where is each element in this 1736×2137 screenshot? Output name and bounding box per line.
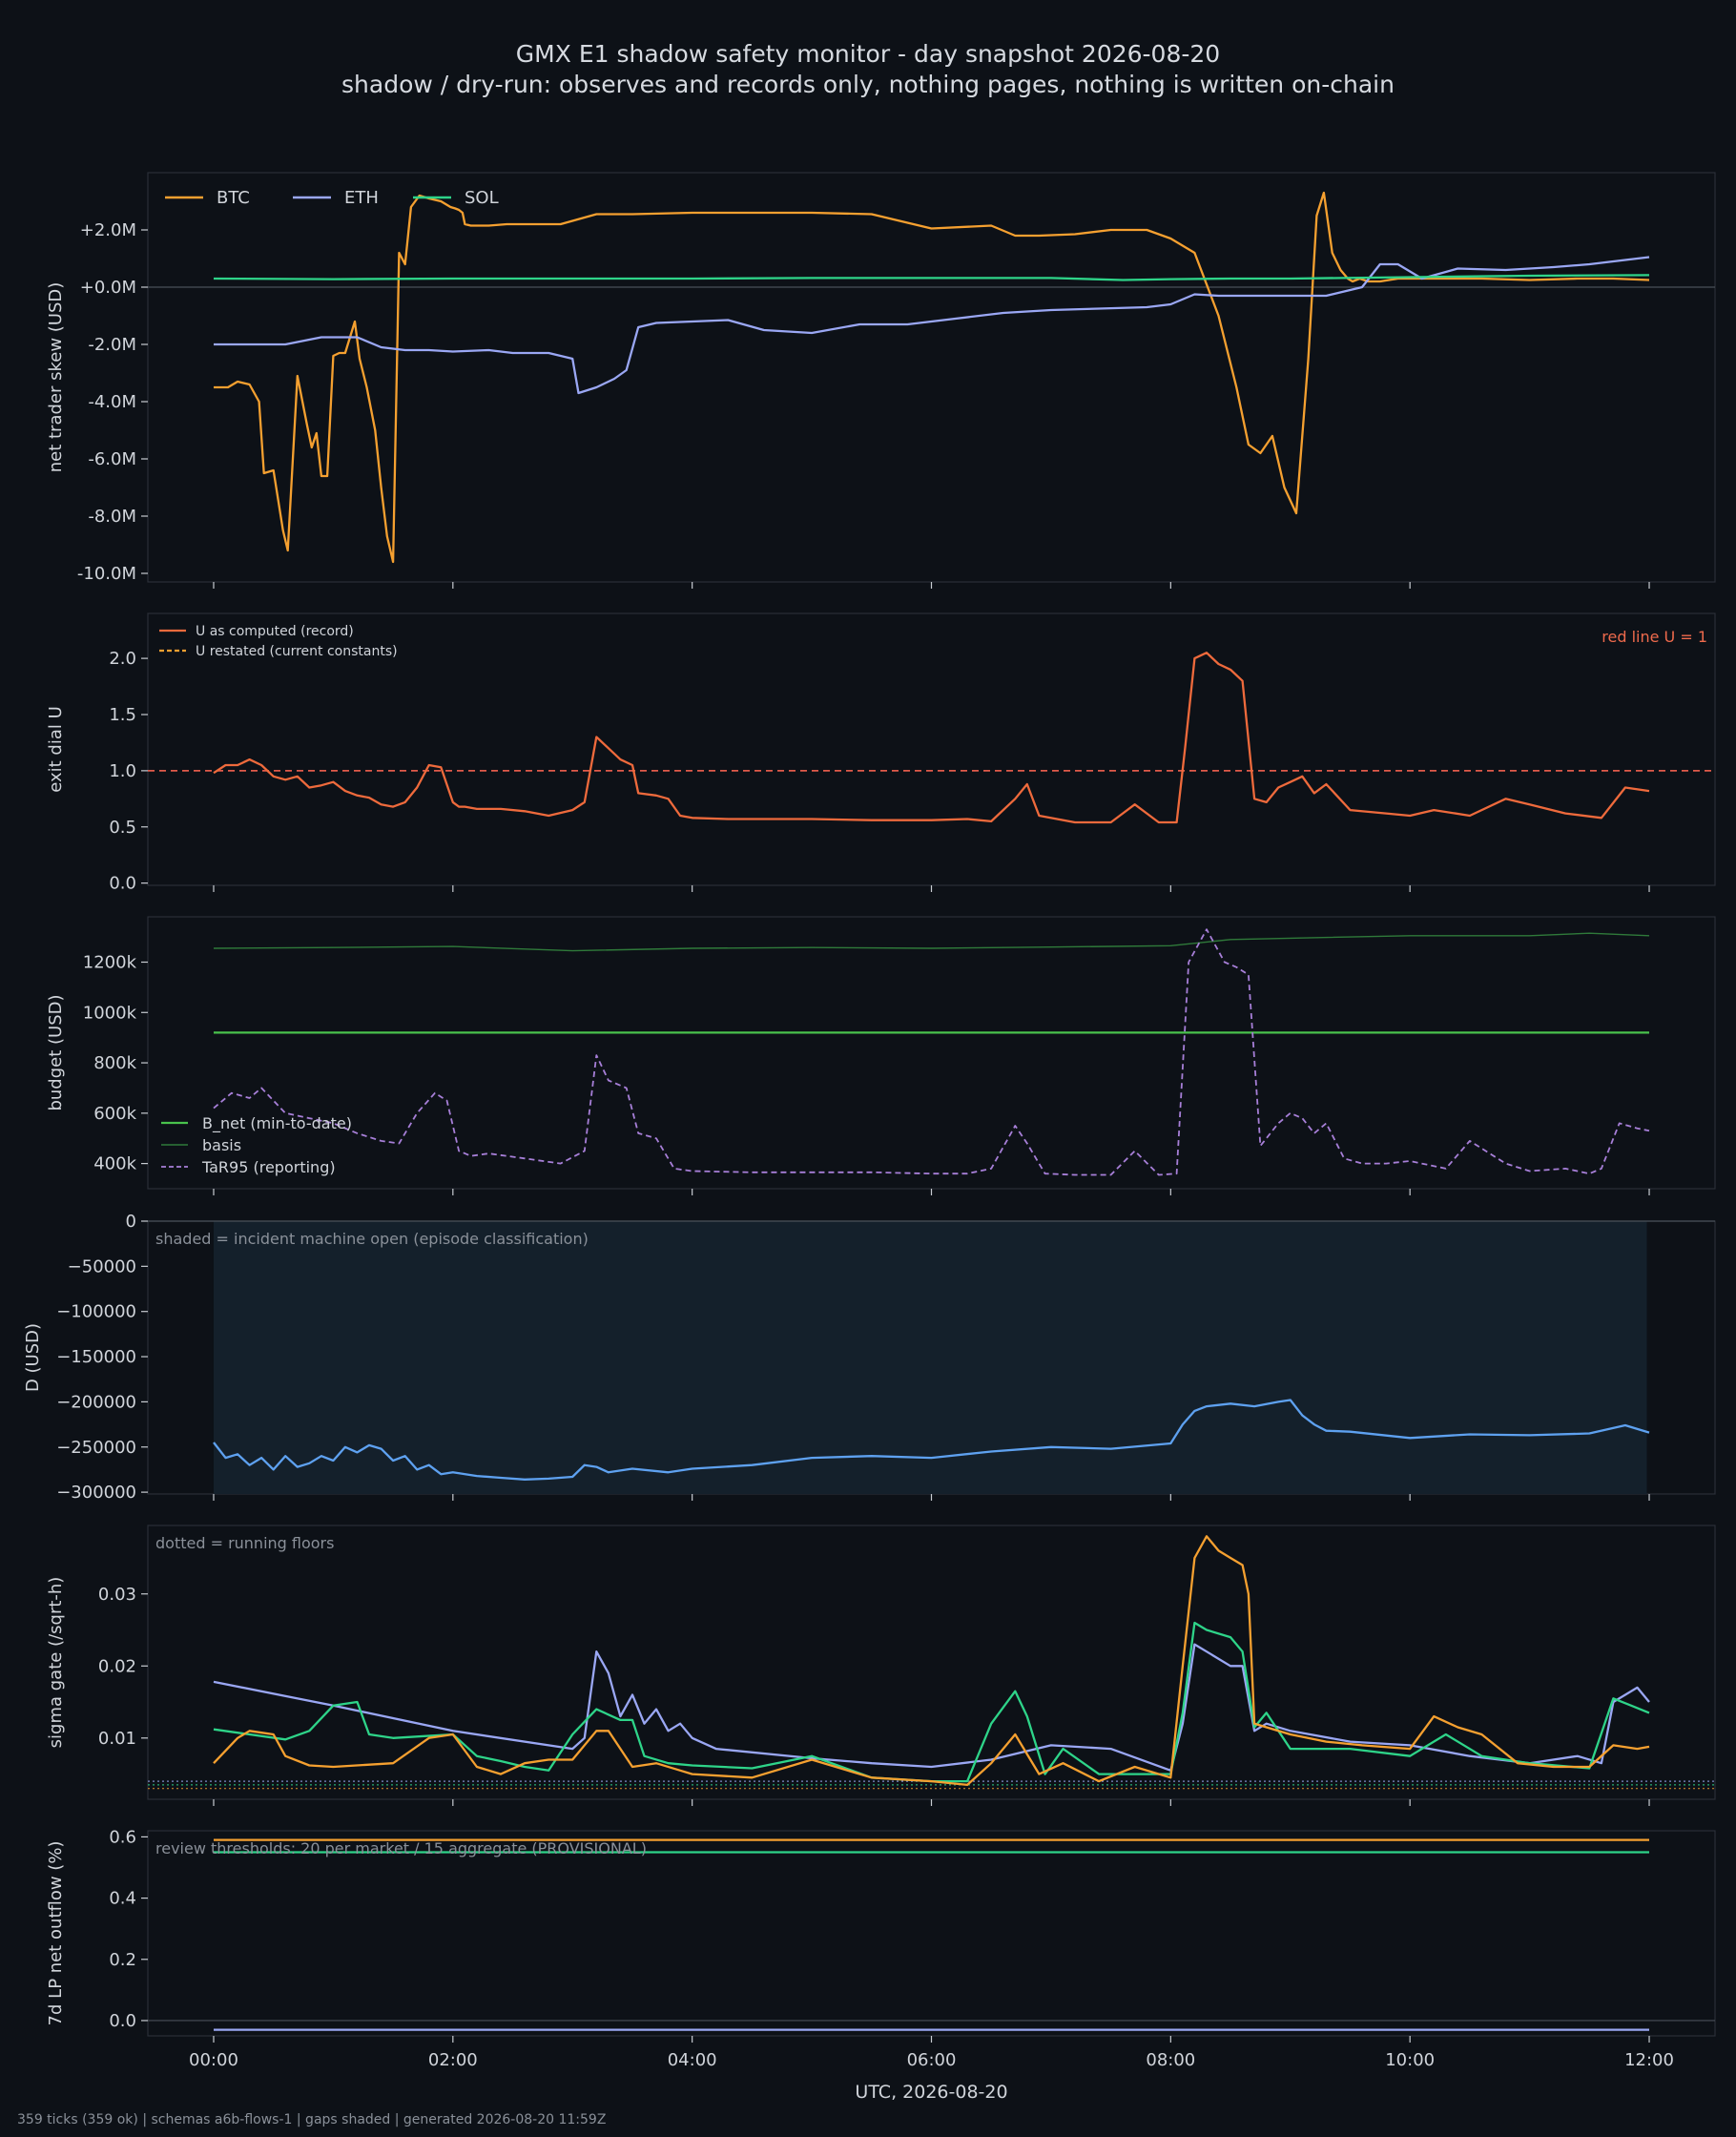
page-subtitle: shadow / dry-run: observes and records o… xyxy=(341,71,1395,98)
panel-annotation: dotted = running floors xyxy=(155,1534,334,1552)
y-axis-label: budget (USD) xyxy=(46,994,66,1110)
y-axis-label: D (USD) xyxy=(23,1323,43,1392)
y-tick-label: 600k xyxy=(93,1104,136,1124)
y-tick-label: -4.0M xyxy=(88,392,136,412)
legend-label: BTC xyxy=(217,188,250,208)
x-tick-label: 10:00 xyxy=(1385,2050,1435,2070)
x-tick-label: 12:00 xyxy=(1624,2050,1674,2070)
y-axis-label: exit dial U xyxy=(46,706,66,793)
y-tick-label: 0.2 xyxy=(109,1950,136,1970)
series-line-sol xyxy=(213,1621,1650,1783)
plot-frame-skew xyxy=(147,172,1716,583)
y-tick-label: 0.0 xyxy=(109,874,136,894)
legend-label: U as computed (record) xyxy=(196,624,354,639)
y-tick-label: 1000k xyxy=(83,1003,137,1023)
series-line-eth xyxy=(213,1643,1650,1772)
y-tick-label: 0.03 xyxy=(98,1585,136,1605)
y-tick-label: 0.6 xyxy=(109,1827,136,1847)
y-tick-label: -6.0M xyxy=(88,449,136,469)
y-tick-label: 0.02 xyxy=(98,1656,136,1676)
y-axis-label: 7d LP net outflow (%) xyxy=(46,1841,66,2026)
y-tick-label: 1.0 xyxy=(109,761,136,781)
series-line-btc xyxy=(214,191,1650,564)
y-tick-label: +2.0M xyxy=(80,220,136,240)
series-line-tar95-reporting xyxy=(213,928,1650,1176)
y-tick-label: −200000 xyxy=(56,1392,136,1412)
series-line-btc xyxy=(213,1535,1650,1787)
y-tick-label: 0 xyxy=(126,1212,136,1232)
series-line-d xyxy=(213,1399,1650,1481)
y-tick-label: 0.0 xyxy=(109,2011,136,2031)
y-tick-label: −150000 xyxy=(56,1347,136,1367)
y-tick-label: 800k xyxy=(93,1053,136,1073)
legend-label: B_net (min-to-date) xyxy=(202,1114,352,1133)
y-tick-label: 1.5 xyxy=(109,705,136,725)
y-tick-label: −300000 xyxy=(56,1483,136,1503)
y-tick-label: -2.0M xyxy=(88,335,136,355)
series-line-sol xyxy=(213,274,1650,281)
plot-frame-lp_outflow xyxy=(147,1830,1716,2037)
panel-annotation: shaded = incident machine open (episode … xyxy=(155,1230,589,1248)
page-title: GMX E1 shadow safety monitor - day snaps… xyxy=(515,40,1221,68)
y-tick-label: −50000 xyxy=(68,1256,136,1276)
y-tick-label: 2.0 xyxy=(109,649,136,669)
legend-label: U restated (current constants) xyxy=(196,644,398,659)
y-tick-label: 0.01 xyxy=(98,1729,136,1749)
y-axis-label: sigma gate (/sqrt-h) xyxy=(46,1577,66,1749)
y-tick-label: +0.0M xyxy=(80,278,136,298)
y-tick-label: 1200k xyxy=(83,953,137,973)
y-axis-label: net trader skew (USD) xyxy=(46,282,66,473)
legend-label: ETH xyxy=(344,188,379,208)
y-tick-label: 0.5 xyxy=(109,818,136,838)
x-tick-label: 08:00 xyxy=(1146,2050,1195,2070)
x-tick-label: 02:00 xyxy=(428,2050,478,2070)
series-line-u-as-computed-record xyxy=(213,652,1650,824)
shaded-incident-region xyxy=(213,1221,1647,1494)
legend-label: SOL xyxy=(465,188,499,208)
x-tick-label: 00:00 xyxy=(189,2050,238,2070)
legend-label: TaR95 (reporting) xyxy=(201,1158,336,1176)
footer-status: 359 ticks (359 ok) | schemas a6b-flows-1… xyxy=(17,2112,607,2127)
y-tick-label: -8.0M xyxy=(88,507,136,527)
x-tick-label: 06:00 xyxy=(907,2050,957,2070)
panel-annotation: review thresholds: 20 per market / 15 ag… xyxy=(155,1839,647,1857)
y-tick-label: 400k xyxy=(93,1154,136,1174)
legend-label: basis xyxy=(202,1136,241,1154)
series-line-eth xyxy=(214,256,1650,395)
x-axis-label: UTC, 2026-08-20 xyxy=(855,2082,1007,2103)
plot-frame-budget xyxy=(147,916,1716,1190)
redline-annotation: red line U = 1 xyxy=(1602,628,1707,646)
y-tick-label: −250000 xyxy=(56,1438,136,1458)
y-tick-label: −100000 xyxy=(56,1302,136,1322)
series-line-basis xyxy=(213,932,1650,952)
y-tick-label: 0.4 xyxy=(109,1889,136,1909)
y-tick-label: -10.0M xyxy=(77,564,136,584)
x-tick-label: 04:00 xyxy=(668,2050,717,2070)
